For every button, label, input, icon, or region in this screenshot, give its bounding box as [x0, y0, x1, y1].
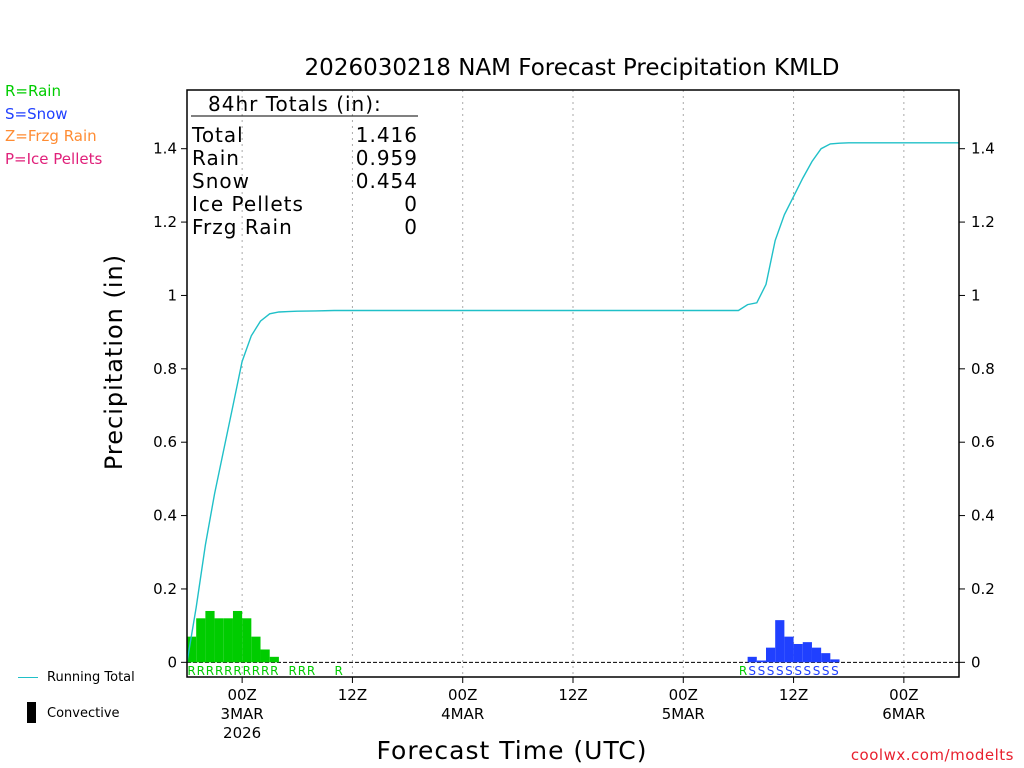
precip-bar	[766, 647, 776, 663]
y-axis-label: Precipitation (in)	[100, 254, 128, 470]
legend-ice-pellets: P=Ice Pellets	[5, 150, 103, 168]
y-tick-label-left: 1.2	[153, 213, 177, 231]
ptype-label: R	[307, 664, 315, 678]
totals-row-value: 0.454	[356, 169, 418, 193]
y-tick-label-right: 0.2	[971, 580, 995, 598]
y-tick-label-right: 1.4	[971, 140, 995, 158]
y-tick-label-left: 1.4	[153, 140, 177, 158]
ptype-label: R	[187, 664, 195, 678]
x-tick-label: 6MAR	[882, 705, 925, 723]
precip-bar	[260, 649, 270, 663]
totals-row-value: 0	[404, 215, 418, 239]
ptype-label: S	[785, 664, 793, 678]
convective-swatch	[27, 702, 36, 723]
ptype-label: R	[215, 664, 223, 678]
y-tick-label-left: 0	[167, 653, 177, 671]
ptype-label: S	[813, 664, 821, 678]
x-tick-label: 00Z	[448, 686, 477, 704]
precip-bar	[187, 636, 197, 663]
ptype-label: S	[804, 664, 812, 678]
totals-row-label: Snow	[192, 169, 250, 193]
ptype-label: R	[206, 664, 214, 678]
x-tick-label: 12Z	[558, 686, 587, 704]
totals-row-value: 0.959	[356, 146, 418, 170]
totals-row-label: Frzg Rain	[192, 215, 293, 239]
precip-bar	[747, 656, 757, 663]
precip-bar	[784, 636, 794, 663]
x-tick-label: 00Z	[669, 686, 698, 704]
y-tick-label-left: 0.6	[153, 433, 177, 451]
legend-rain: R=Rain	[5, 82, 61, 100]
credit-link[interactable]: coolwx.com/modelts	[850, 746, 1014, 764]
running-total-line	[186, 142, 959, 663]
x-tick-label: 5MAR	[662, 705, 705, 723]
precip-bar	[269, 656, 279, 663]
x-tick-label: 2026	[223, 724, 261, 742]
ptype-label: R	[224, 664, 232, 678]
precip-bar	[214, 618, 224, 663]
legend-convective: Convective	[47, 706, 120, 721]
y-tick-label-left: 0.2	[153, 580, 177, 598]
ptype-label: R	[233, 664, 241, 678]
precip-bar	[242, 618, 252, 663]
y-tick-label-right: 1	[971, 286, 981, 304]
x-tick-label: 00Z	[227, 686, 256, 704]
ptype-label: R	[334, 664, 342, 678]
ptype-label: S	[831, 664, 839, 678]
ptype-label: S	[748, 664, 756, 678]
x-tick-label: 4MAR	[441, 705, 484, 723]
x-tick-label: 12Z	[779, 686, 808, 704]
ptype-label: R	[261, 664, 269, 678]
y-tick-label-right: 1.2	[971, 213, 995, 231]
x-axis-label: Forecast Time (UTC)	[377, 736, 648, 765]
y-tick-label-left: 0.8	[153, 360, 177, 378]
precip-bar	[802, 642, 812, 663]
totals-row-label: Ice Pellets	[192, 192, 304, 216]
y-tick-label-right: 0.8	[971, 360, 995, 378]
totals-row-value: 1.416	[356, 123, 418, 147]
legend-frzg-rain: Z=Frzg Rain	[5, 127, 97, 145]
y-tick-label-left: 0.4	[153, 507, 177, 525]
precip-bar	[830, 659, 840, 663]
totals-row-label: Rain	[192, 146, 240, 170]
ptype-label: S	[822, 664, 830, 678]
ptype-label: R	[243, 664, 251, 678]
ptype-label: R	[252, 664, 260, 678]
ptype-label: S	[767, 664, 775, 678]
legend-running-total: Running Total	[47, 670, 135, 685]
y-tick-label-right: 0.4	[971, 507, 995, 525]
precip-bar	[756, 660, 766, 663]
totals-row-label: Total	[191, 123, 244, 147]
precip-bar	[232, 610, 243, 663]
ptype-label: S	[758, 664, 766, 678]
precip-bar	[811, 647, 822, 663]
chart-title: 2026030218 NAM Forecast Precipitation KM…	[305, 55, 840, 81]
y-tick-label-right: 0.6	[971, 433, 995, 451]
running-total-swatch	[18, 677, 38, 678]
ptype-label: S	[776, 664, 784, 678]
y-tick-label-right: 0	[971, 653, 981, 671]
precip-bar	[196, 618, 206, 663]
x-tick-label: 3MAR	[221, 705, 264, 723]
ptype-label: R	[270, 664, 278, 678]
ptype-label: R	[197, 664, 205, 678]
ptype-label: R	[298, 664, 306, 678]
legend-snow: S=Snow	[5, 105, 68, 123]
precip-bar	[821, 653, 831, 663]
precip-bar	[205, 610, 215, 663]
totals-header: 84hr Totals (in):	[208, 92, 382, 116]
precip-bar	[251, 636, 261, 663]
precip-bar	[793, 643, 803, 663]
totals-row-value: 0	[404, 192, 418, 216]
ptype-label: S	[794, 664, 802, 678]
y-tick-label-left: 1	[167, 286, 177, 304]
precip-bar	[223, 618, 233, 663]
x-tick-label: 12Z	[338, 686, 367, 704]
precip-bar	[775, 620, 785, 663]
x-tick-label: 00Z	[889, 686, 918, 704]
ptype-label: R	[739, 664, 747, 678]
ptype-label: R	[289, 664, 297, 678]
